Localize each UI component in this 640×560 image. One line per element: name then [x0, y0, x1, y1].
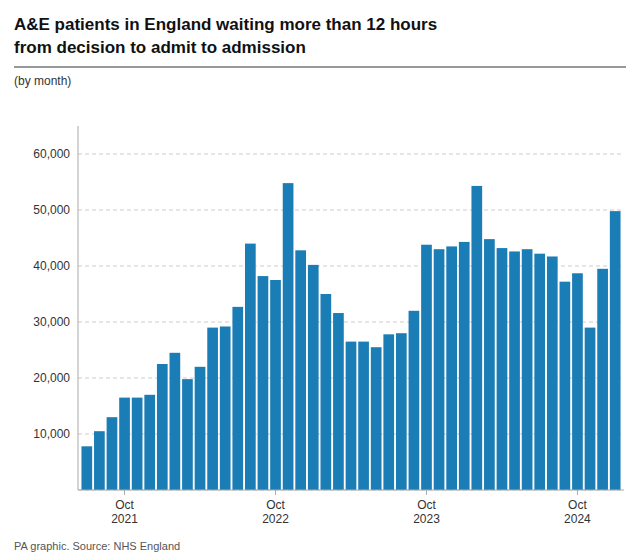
y-tick-label: 10,000	[33, 427, 70, 441]
bar	[157, 364, 168, 490]
bar	[270, 280, 281, 490]
x-tick-label: Oct2023	[413, 498, 440, 526]
footer: PA graphic. Source: NHS England	[14, 540, 180, 552]
grid-line	[78, 154, 624, 155]
bar	[471, 186, 482, 490]
title: A&E patients in England waiting more tha…	[14, 15, 437, 57]
x-tick	[426, 490, 427, 495]
y-tick-label: 60,000	[33, 147, 70, 161]
bar	[572, 273, 583, 490]
bar	[383, 334, 394, 490]
bar	[170, 353, 181, 490]
bar	[232, 307, 243, 490]
bar	[534, 254, 545, 490]
bar	[182, 379, 193, 490]
bar	[308, 265, 319, 490]
bar	[245, 244, 256, 490]
y-tick-label: 40,000	[33, 259, 70, 273]
bar	[258, 276, 269, 490]
bar	[207, 328, 218, 490]
bar	[295, 250, 306, 490]
bar	[132, 398, 143, 490]
bar	[434, 249, 445, 490]
grid-line	[78, 210, 624, 211]
bar	[195, 367, 206, 490]
x-tick	[124, 490, 125, 495]
bar	[119, 398, 130, 490]
bars	[81, 183, 620, 490]
bar	[446, 246, 457, 490]
bar	[597, 269, 608, 490]
subtitle: (by month)	[14, 74, 71, 88]
bar	[459, 242, 470, 490]
y-tick-label: 20,000	[33, 371, 70, 385]
bar	[484, 239, 495, 490]
bar	[509, 251, 520, 490]
x-tick-label: Oct2024	[564, 498, 591, 526]
grid	[78, 154, 624, 490]
background	[0, 0, 640, 560]
bar	[81, 446, 92, 490]
bar	[547, 256, 558, 490]
y-axis-line	[78, 126, 79, 490]
bar	[320, 294, 331, 490]
bar	[283, 183, 294, 490]
bar	[94, 431, 105, 490]
bar	[107, 417, 118, 490]
title-rule	[14, 67, 626, 68]
bar	[585, 328, 596, 490]
bar	[371, 347, 382, 490]
bar	[560, 282, 571, 490]
bar	[220, 326, 231, 490]
bar	[333, 313, 344, 490]
x-tick	[577, 490, 578, 495]
bar	[346, 342, 357, 490]
bar	[409, 311, 420, 490]
x-axis-line	[78, 490, 624, 491]
bar	[358, 342, 369, 490]
bar	[610, 211, 621, 490]
grid-line	[78, 490, 624, 491]
x-tick-label: Oct2022	[262, 498, 289, 526]
bar	[144, 395, 155, 490]
x-tick	[275, 490, 276, 495]
y-tick-label: 30,000	[33, 315, 70, 329]
chart: A&E patients in England waiting more tha…	[0, 0, 640, 560]
bar	[522, 249, 533, 490]
bar	[497, 248, 508, 490]
x-tick-label: Oct2021	[111, 498, 138, 526]
y-tick-label: 50,000	[33, 203, 70, 217]
bar	[421, 245, 432, 490]
bar	[396, 333, 407, 490]
